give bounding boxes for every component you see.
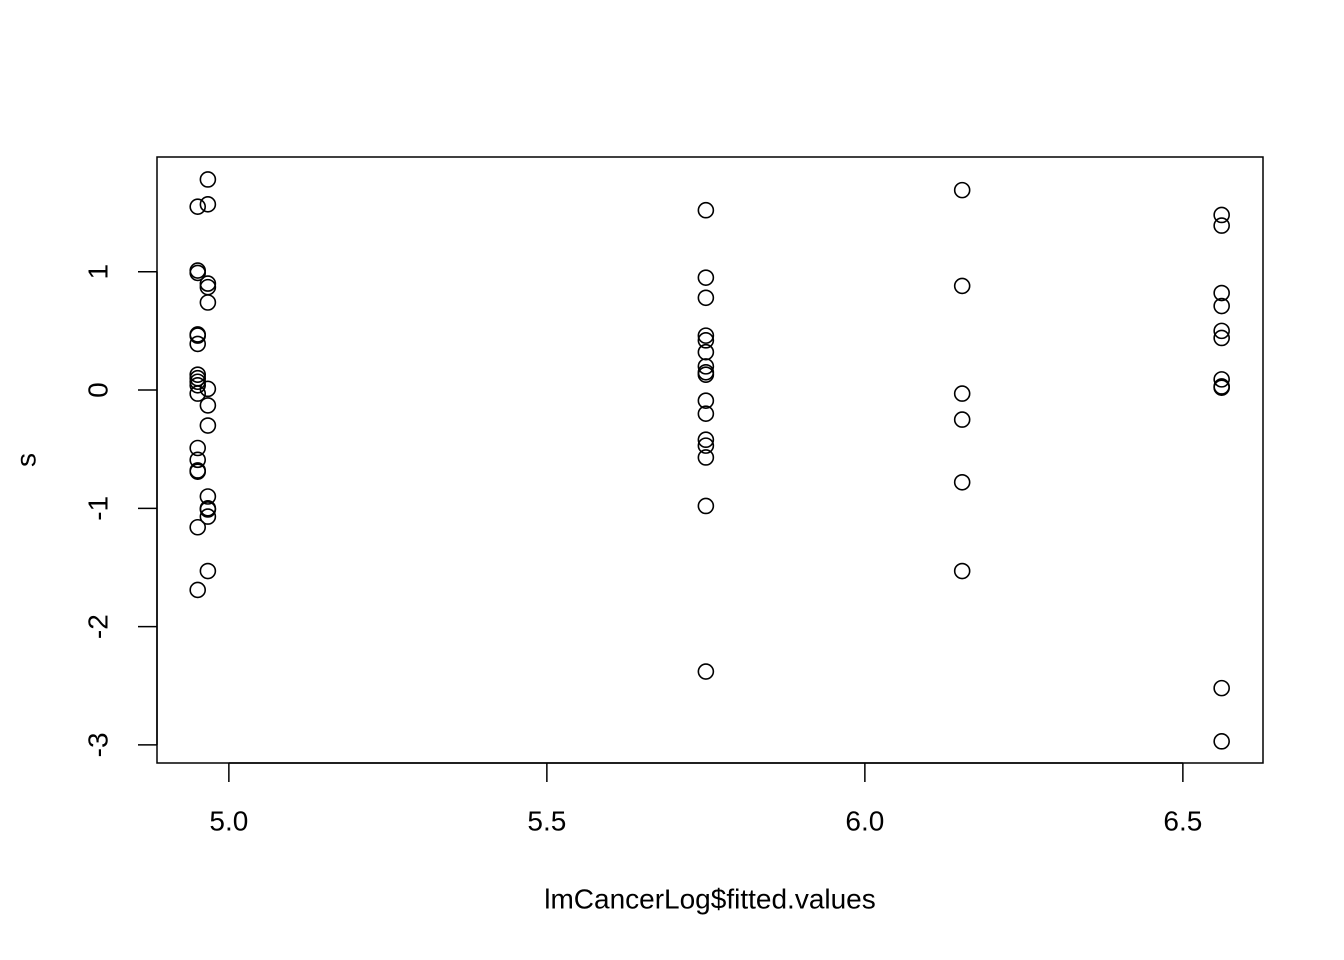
point: [199, 488, 217, 505]
point: [697, 201, 715, 219]
point: [199, 562, 217, 580]
y-axis-label: s: [10, 453, 41, 467]
point: [189, 264, 207, 282]
point: [953, 277, 971, 295]
point: [199, 171, 217, 188]
point: [1213, 679, 1230, 697]
point: [697, 358, 715, 375]
x-tick-label: 6.0: [845, 805, 884, 836]
point: [1213, 329, 1230, 347]
y-tick-label: -1: [82, 496, 113, 521]
point: [697, 366, 715, 383]
point: [199, 380, 217, 398]
point: [1213, 206, 1230, 224]
point: [697, 405, 715, 422]
x-tick-label: 6.5: [1163, 805, 1202, 836]
point: [1213, 733, 1230, 750]
plot-frame: [156, 156, 1264, 764]
point: [189, 198, 207, 215]
point: [953, 411, 971, 428]
x-tick-label: 5.5: [527, 805, 566, 836]
point: [697, 343, 715, 361]
point: [199, 417, 217, 434]
point: [199, 294, 217, 311]
point: [1213, 322, 1230, 340]
point: [189, 451, 207, 469]
point: [697, 327, 715, 344]
point: [1213, 297, 1230, 315]
point: [953, 181, 971, 199]
y-tick-label: 1: [82, 264, 113, 280]
x-axis-label: lmCancerLog$fitted.values: [544, 883, 876, 914]
point: [697, 269, 715, 286]
point: [189, 385, 207, 402]
point: [199, 501, 217, 518]
y-tick-label: 0: [82, 382, 113, 398]
point: [1213, 379, 1230, 396]
point: [199, 275, 217, 292]
point: [1213, 284, 1230, 302]
point: [189, 327, 207, 344]
point: [199, 508, 217, 525]
point: [697, 449, 715, 466]
point: [189, 462, 207, 479]
point: [697, 663, 715, 680]
point: [189, 376, 207, 394]
point: [697, 289, 715, 307]
point: [189, 463, 207, 480]
point: [697, 332, 715, 349]
point: [189, 518, 207, 536]
point: [1213, 371, 1230, 388]
point: [189, 581, 207, 599]
point: [189, 439, 207, 457]
y-tick-label: -2: [82, 614, 113, 639]
point: [199, 196, 217, 213]
point: [697, 431, 715, 449]
x-tick-label: 5.0: [209, 805, 248, 836]
point: [1213, 217, 1230, 234]
point: [953, 473, 971, 491]
point: [697, 392, 715, 409]
point: [199, 278, 217, 296]
point: [189, 335, 207, 353]
point: [953, 562, 971, 580]
point: [953, 385, 971, 402]
point: [697, 497, 715, 515]
y-tick-label: -3: [82, 732, 113, 757]
point: [199, 397, 217, 414]
point: [697, 437, 715, 454]
